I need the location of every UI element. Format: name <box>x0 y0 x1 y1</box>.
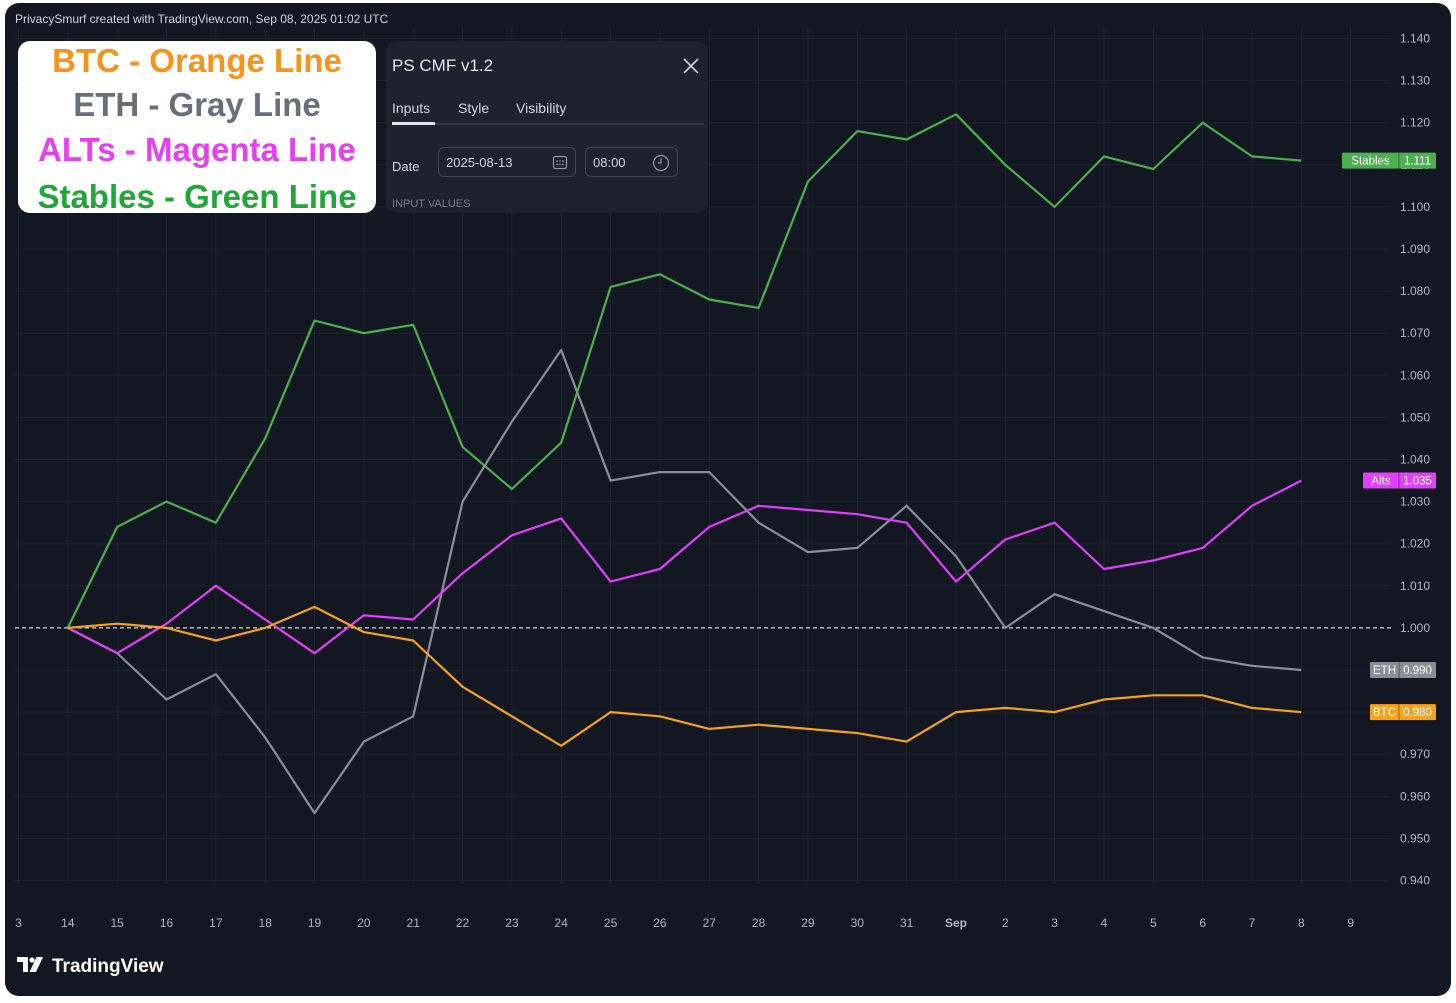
clock-icon[interactable] <box>652 154 670 175</box>
y-tick-label: 1.050 <box>1400 410 1430 424</box>
x-tick-label: 2 <box>1002 916 1009 930</box>
price-tag-bg <box>1363 472 1436 489</box>
x-tick-label: 17 <box>209 916 223 930</box>
tab-track <box>392 123 704 125</box>
price-tag-value: 0.990 <box>1403 665 1432 677</box>
x-tick-label: 26 <box>653 916 667 930</box>
price-tag-bg <box>1342 152 1436 169</box>
dialog-title: PS CMF v1.2 <box>392 56 494 75</box>
tab-style[interactable]: Style <box>458 100 490 116</box>
x-tick-label: 24 <box>555 916 569 930</box>
x-tick-label: 30 <box>851 916 865 930</box>
series-line-eth <box>67 348 1302 815</box>
x-tick-label: 4 <box>1101 916 1108 930</box>
chart-frame: 1.1401.1301.1201.1101.1001.0901.0801.070… <box>5 3 1451 996</box>
y-tick-label: 0.950 <box>1400 831 1430 845</box>
legend-stables: Stables - Green Line <box>37 178 357 215</box>
x-tick-label: 6 <box>1199 916 1206 930</box>
tradingview-brand[interactable]: TradingView <box>52 956 164 977</box>
price-tag-label: BTC <box>1373 707 1396 719</box>
price-tag-label: Alts <box>1371 476 1390 488</box>
series-line-stables <box>66 113 1302 629</box>
y-tick-label: 1.030 <box>1400 495 1430 509</box>
y-axis: 1.1401.1301.1201.1101.1001.0901.0801.070… <box>1385 32 1451 896</box>
x-tick-label: 14 <box>61 916 75 930</box>
legend-eth: ETH - Gray Line <box>73 86 321 123</box>
x-tick-label: 28 <box>752 916 766 930</box>
chart-canvas[interactable]: 1.1401.1301.1201.1101.1001.0901.0801.070… <box>5 3 1451 996</box>
price-tag-stables: Stables 1.111 <box>1342 152 1436 169</box>
x-tick-label: 18 <box>259 916 273 930</box>
tab-active-indicator <box>392 122 435 125</box>
y-tick-label: 0.960 <box>1400 789 1430 803</box>
x-tick-label: 16 <box>160 916 174 930</box>
x-tick-label: 29 <box>801 916 815 930</box>
y-tick-label: 1.130 <box>1400 74 1430 88</box>
y-tick-label: 1.020 <box>1400 537 1430 551</box>
x-tick-label: 15 <box>111 916 125 930</box>
x-tick-label: 21 <box>407 916 421 930</box>
y-tick-label: 1.120 <box>1400 116 1430 130</box>
x-tick-label: 31 <box>900 916 914 930</box>
date-input[interactable]: 2025-08-13 <box>438 147 576 177</box>
chart-credit: PrivacySmurf created with TradingView.co… <box>15 12 389 26</box>
y-tick-label: 0.970 <box>1400 747 1430 761</box>
tab-inputs[interactable]: Inputs <box>392 100 431 116</box>
x-tick-label: 22 <box>456 916 470 930</box>
time-input[interactable]: 08:00 <box>585 147 678 177</box>
legend-alts: ALTs - Magenta Line <box>38 131 356 168</box>
settings-dialog: PS CMF v1.2 Inputs Style Visibility Date… <box>386 41 708 213</box>
legend-btc: BTC - Orange Line <box>52 42 342 79</box>
x-tick-label: Sep <box>945 916 967 930</box>
price-tag-btc: BTC 0.980 <box>1370 704 1436 721</box>
y-tick-label: 1.040 <box>1400 453 1430 467</box>
y-tick-label: 1.080 <box>1400 284 1430 298</box>
y-tick-label: 1.100 <box>1400 200 1430 214</box>
calendar-icon[interactable] <box>552 154 568 173</box>
x-tick-label: 3 <box>15 916 22 930</box>
price-tag-value: 1.035 <box>1403 476 1432 488</box>
time-value: 08:00 <box>593 155 626 170</box>
y-tick-label: 1.060 <box>1400 368 1430 382</box>
price-tag-label: ETH <box>1373 665 1396 677</box>
price-tag-alts: Alts 1.035 <box>1363 472 1436 489</box>
x-tick-label: 20 <box>357 916 371 930</box>
x-tick-label: 8 <box>1298 916 1305 930</box>
x-tick-label: 19 <box>308 916 322 930</box>
grid <box>15 27 1391 883</box>
y-tick-label: 1.140 <box>1400 32 1430 46</box>
series-line-btc <box>67 605 1302 747</box>
tab-visibility[interactable]: Visibility <box>516 100 567 116</box>
series-group <box>66 113 1302 815</box>
x-tick-label: 7 <box>1249 916 1256 930</box>
y-tick-label: 1.090 <box>1400 242 1430 256</box>
y-tick-label: 1.070 <box>1400 326 1430 340</box>
price-tag-bg <box>1370 704 1436 721</box>
x-tick-label: 23 <box>505 916 519 930</box>
price-tag-value: 0.980 <box>1403 707 1432 719</box>
price-tag-eth: ETH 0.990 <box>1370 662 1436 678</box>
date-label: Date <box>392 159 420 174</box>
price-tag-label: Stables <box>1351 156 1390 168</box>
y-tick-label: 1.010 <box>1400 579 1430 593</box>
price-tags: Stables 1.111 ETH 0.990 Alts 1.035 BTC 0.980 <box>1342 152 1436 721</box>
x-tick-label: 27 <box>703 916 717 930</box>
x-tick-label: 3 <box>1051 916 1058 930</box>
legend-box: BTC - Orange Line ETH - Gray Line ALTs -… <box>18 41 376 215</box>
y-tick-label: 1.000 <box>1400 621 1430 635</box>
input-values-label: INPUT VALUES <box>392 198 471 210</box>
price-tag-value: 1.111 <box>1404 156 1431 168</box>
tradingview-logo-icon[interactable] <box>17 955 47 980</box>
x-tick-label: 25 <box>604 916 618 930</box>
price-tag-bg <box>1370 662 1436 678</box>
close-icon[interactable] <box>680 55 702 77</box>
x-tick-label: 9 <box>1347 916 1354 930</box>
x-tick-label: 5 <box>1150 916 1157 930</box>
y-axis-mask <box>1385 884 1451 896</box>
footer: TradingView <box>5 943 1451 996</box>
date-value: 2025-08-13 <box>446 155 513 170</box>
x-axis: 3 14 15 16 17 18 19 20 21 22 23 24 25 26 27 28 29 30 31 Sep… <box>15 916 1354 930</box>
